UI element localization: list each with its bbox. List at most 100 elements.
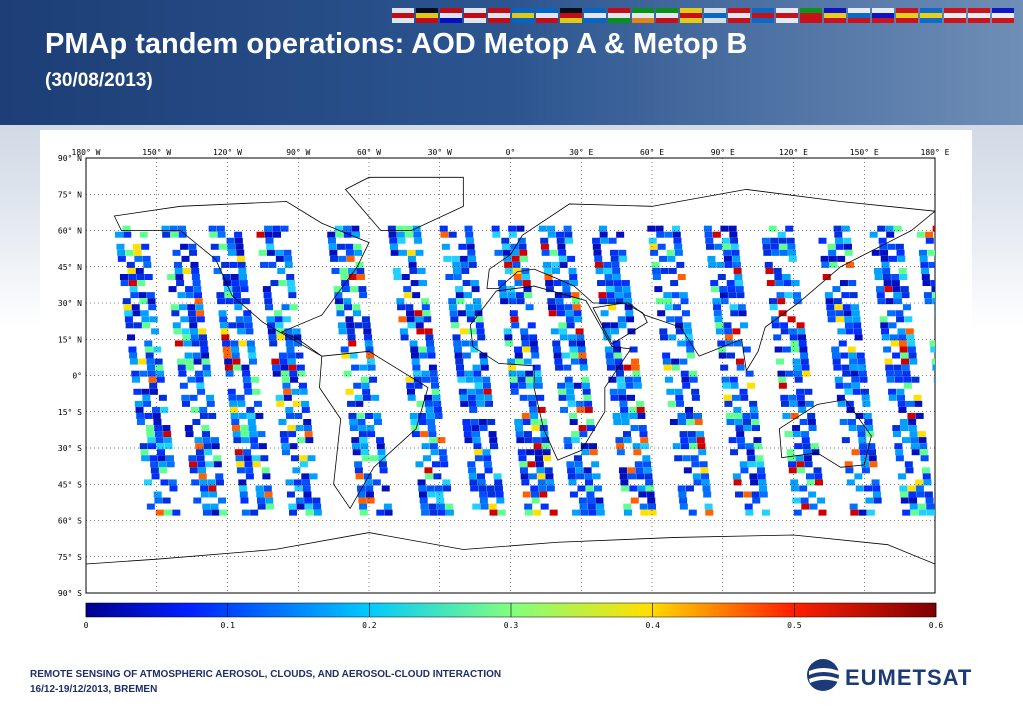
aod-pixel — [539, 491, 548, 498]
land — [486, 189, 935, 372]
aod-pixel — [610, 249, 619, 256]
aod-pixel — [144, 346, 153, 353]
aod-pixel — [232, 358, 241, 365]
aod-pixel — [399, 328, 408, 335]
aod-pixel — [605, 352, 614, 359]
aod-pixel — [533, 370, 542, 377]
aod-pixel — [730, 449, 739, 456]
aod-pixel — [755, 455, 764, 462]
aod-pixel — [782, 274, 791, 280]
aod-pixel — [484, 467, 493, 474]
aod-pixel — [148, 376, 157, 383]
aod-pixel — [464, 437, 473, 444]
aod-pixel — [434, 412, 443, 419]
aod-pixel — [514, 280, 523, 287]
aod-pixel — [354, 461, 363, 468]
aod-pixel — [227, 249, 236, 256]
aod-pixel — [926, 509, 935, 516]
aod-pixel — [947, 419, 955, 425]
aod-pixel — [139, 231, 148, 238]
aod-pixel — [351, 225, 360, 232]
aod-pixel — [279, 358, 288, 365]
aod-pixel — [635, 467, 644, 474]
aod-pixel — [762, 243, 771, 250]
aod-pixel — [240, 425, 249, 432]
aod-pixel — [847, 419, 856, 425]
aod-pixel — [198, 334, 207, 341]
aod-pixel — [338, 328, 347, 335]
aod-pixel — [852, 316, 861, 323]
aod-pixel — [568, 334, 577, 341]
aod-pixel — [861, 394, 870, 401]
aod-pixel — [569, 491, 578, 498]
flag-stripe — [584, 18, 606, 23]
aod-pixel — [724, 334, 733, 341]
aod-pixel — [882, 267, 891, 274]
aod-pixel — [675, 322, 684, 329]
aod-pixel — [754, 443, 763, 450]
aod-pixel — [351, 364, 360, 371]
aod-pixel — [215, 473, 224, 480]
aod-pixel — [431, 388, 440, 395]
aod-pixel — [612, 340, 621, 347]
aod-pixel — [168, 286, 177, 293]
aod-pixel — [525, 370, 534, 377]
aod-pixel — [429, 370, 438, 377]
aod-pixel — [464, 225, 473, 232]
aod-pixel — [354, 467, 363, 474]
aod-pixel — [232, 286, 241, 293]
aod-pixel — [787, 316, 796, 323]
aod-pixel — [960, 455, 968, 461]
aod-pixel — [138, 292, 147, 299]
aod-pixel — [537, 473, 546, 480]
aod-pixel — [474, 382, 483, 389]
aod-pixel — [920, 455, 929, 462]
aod-pixel — [537, 479, 546, 486]
aod-pixel — [289, 509, 298, 516]
aod-pixel — [135, 406, 144, 413]
aod-pixel — [723, 255, 732, 262]
aod-pixel — [592, 237, 601, 244]
aod-pixel — [920, 261, 929, 268]
aod-pixel — [796, 461, 805, 468]
aod-pixel — [897, 394, 906, 401]
aod-pixel — [725, 412, 734, 419]
aod-pixel — [376, 509, 385, 516]
aod-pixel — [223, 352, 232, 359]
aod-pixel — [926, 503, 935, 510]
aod-pixel — [440, 461, 449, 468]
aod-pixel — [846, 261, 855, 268]
aod-pixel — [761, 509, 770, 516]
aod-pixel — [409, 267, 418, 274]
aod-pixel — [889, 255, 898, 262]
aod-pixel — [410, 280, 419, 287]
aod-pixel — [873, 497, 882, 504]
aod-pixel — [542, 449, 551, 456]
lon-label: 30° E — [569, 148, 593, 157]
aod-pixel — [141, 455, 150, 462]
aod-pixel — [794, 376, 803, 383]
aod-pixel — [718, 352, 727, 359]
aod-pixel — [287, 352, 296, 359]
aod-pixel — [133, 388, 142, 395]
flag-stripe — [512, 18, 534, 23]
aod-pixel — [301, 400, 310, 407]
aod-pixel — [514, 346, 523, 353]
lat-label: 60° S — [58, 517, 82, 526]
flag-stripe — [392, 8, 414, 13]
aod-pixel — [179, 382, 188, 389]
aod-pixel — [859, 443, 868, 450]
aod-pixel — [460, 400, 469, 407]
aod-pixel — [337, 322, 346, 329]
aod-pixel — [345, 388, 354, 395]
aod-pixel — [521, 479, 530, 486]
aod-pixel — [881, 334, 890, 341]
aod-pixel — [909, 358, 918, 365]
aod-pixel — [645, 485, 654, 492]
aod-pixel — [595, 497, 604, 504]
aod-pixel — [243, 382, 252, 389]
aod-pixel — [329, 249, 338, 256]
aod-pixel — [282, 316, 291, 323]
aod-pixel — [567, 473, 576, 480]
